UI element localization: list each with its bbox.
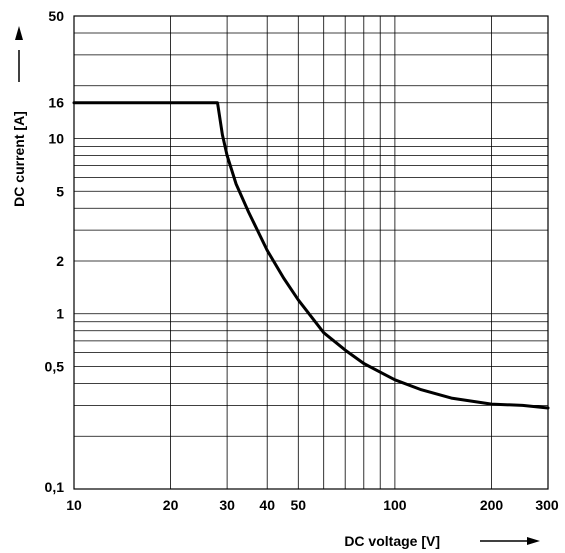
- x-axis-title: DC voltage [V]: [344, 533, 440, 549]
- x-tick-label: 40: [259, 497, 275, 513]
- series-layer: [72, 101, 550, 410]
- x-tick-label: 30: [219, 497, 235, 513]
- y-tick-label: 10: [48, 130, 64, 146]
- plot-frame: [73, 15, 549, 490]
- y-axis-title: DC current [A]: [11, 111, 27, 207]
- y-tick-label: 1: [56, 306, 64, 322]
- y-axis-arrow: [15, 26, 23, 82]
- y-tick-label: 2: [56, 253, 64, 269]
- x-tick-label: 20: [163, 497, 179, 513]
- x-tick-label: 100: [383, 497, 407, 513]
- y-tick-label: 50: [48, 8, 64, 24]
- grid: [73, 15, 549, 490]
- y-tick-label: 16: [48, 95, 64, 111]
- x-tick-label: 300: [535, 497, 559, 513]
- x-tick-labels: 10 20 30 40 50 100 200 300: [66, 497, 559, 513]
- y-tick-label: 0,5: [45, 359, 65, 375]
- series-line-0: [72, 101, 550, 410]
- x-axis-arrow: [480, 537, 540, 545]
- y-tick-label: 5: [56, 183, 64, 199]
- x-tick-label: 50: [291, 497, 307, 513]
- y-tick-label: 0,1: [45, 479, 65, 495]
- x-tick-label: 10: [66, 497, 82, 513]
- x-tick-label: 200: [480, 497, 504, 513]
- y-tick-labels: 0,1 0,5 1 2 5 10 16 50: [45, 8, 65, 495]
